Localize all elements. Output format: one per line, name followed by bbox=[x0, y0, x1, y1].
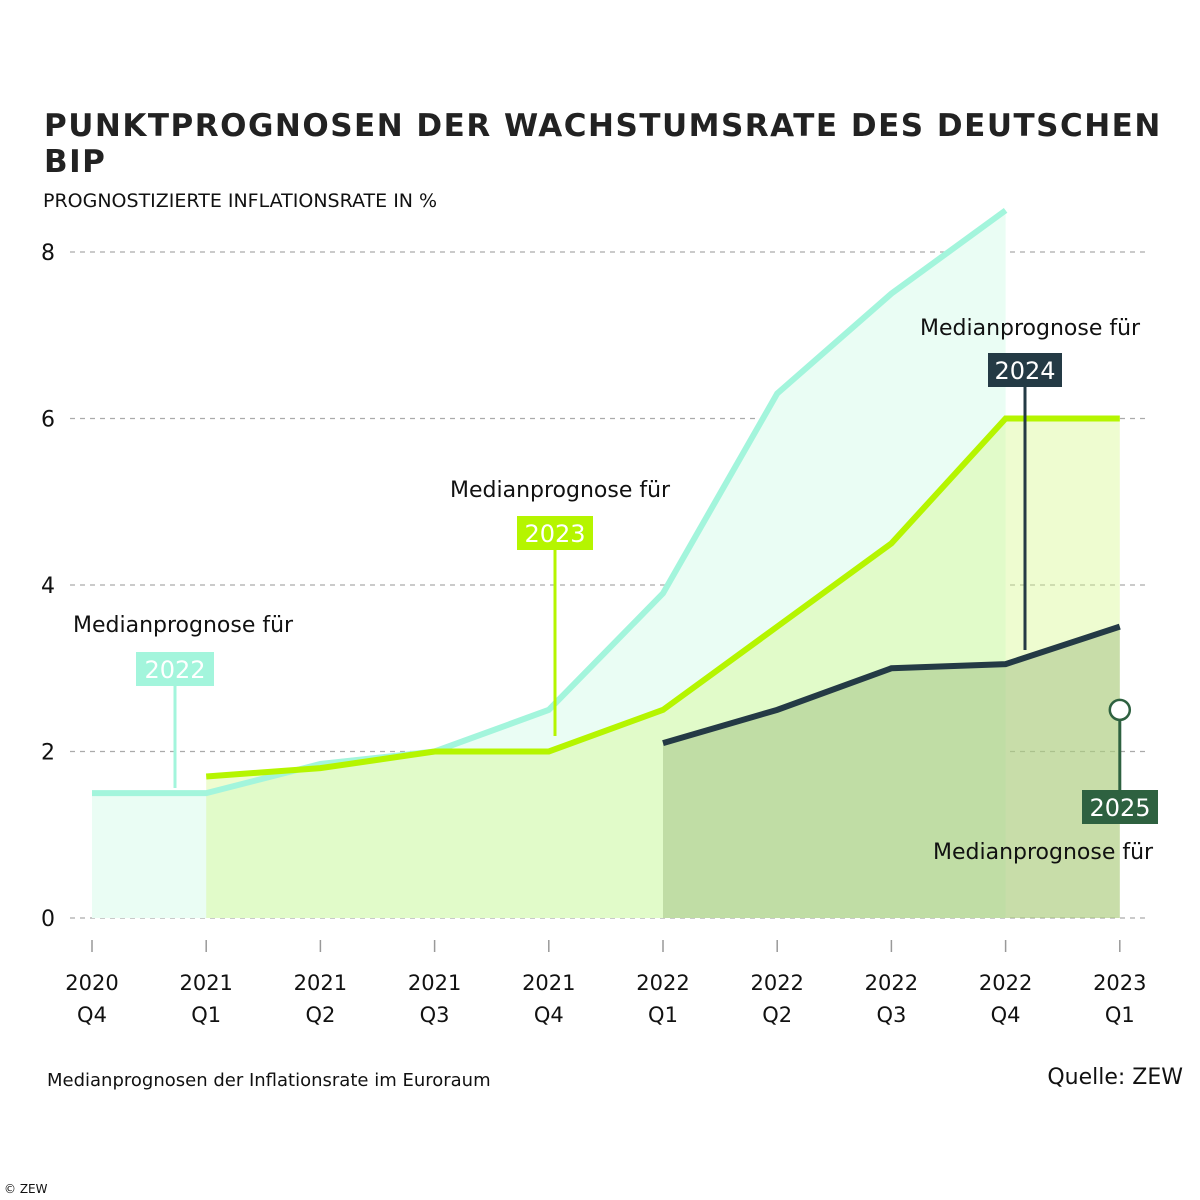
callout-year-2023: 2023 bbox=[524, 520, 585, 548]
x-tick-label: Q1 bbox=[648, 1003, 678, 1027]
x-tick-label: Q4 bbox=[991, 1003, 1021, 1027]
x-tick-label: Q2 bbox=[762, 1003, 792, 1027]
chart-note: Medianprognosen der Inflationsrate im Eu… bbox=[47, 1070, 491, 1091]
x-tick-label: 2021 bbox=[294, 971, 347, 995]
x-tick-label: Q3 bbox=[876, 1003, 906, 1027]
x-tick-label: Q1 bbox=[1105, 1003, 1135, 1027]
y-tick-label: 4 bbox=[41, 574, 55, 599]
x-tick-label: 2021 bbox=[522, 971, 575, 995]
x-tick-label: 2022 bbox=[636, 971, 689, 995]
x-tick-label: 2022 bbox=[750, 971, 803, 995]
callout-year-2022: 2022 bbox=[144, 656, 205, 684]
y-tick-label: 2 bbox=[41, 741, 55, 766]
callout-label-2025: Medianprognose für bbox=[933, 840, 1154, 865]
callout-year-2025: 2025 bbox=[1089, 794, 1150, 822]
x-tick-label: Q2 bbox=[305, 1003, 335, 1027]
x-tick-label: 2021 bbox=[408, 971, 461, 995]
y-tick-label: 8 bbox=[41, 241, 55, 266]
data-point-2025 bbox=[1108, 698, 1132, 722]
copyright: © ZEW bbox=[4, 1182, 48, 1196]
x-tick-label: 2021 bbox=[179, 971, 232, 995]
callout-label-2024: Medianprognose für bbox=[920, 316, 1141, 341]
callout-label-2022: Medianprognose für bbox=[73, 613, 294, 638]
x-tick-label: Q4 bbox=[534, 1003, 564, 1027]
callout-badge-2025 bbox=[1082, 790, 1158, 824]
x-tick-label: Q3 bbox=[420, 1003, 450, 1027]
area-2024 bbox=[663, 626, 1120, 918]
callout-year-2024: 2024 bbox=[994, 357, 1055, 385]
y-axis-label: PROGNOSTIZIERTE INFLATIONSRATE IN % bbox=[43, 190, 438, 212]
x-tick-label: 2020 bbox=[65, 971, 118, 995]
callout-badge-2024 bbox=[988, 353, 1062, 387]
x-tick-label: Q4 bbox=[77, 1003, 107, 1027]
y-tick-label: 6 bbox=[41, 408, 55, 433]
x-tick-label: 2022 bbox=[865, 971, 918, 995]
area-2022 bbox=[92, 210, 1006, 918]
callout-badge-2022 bbox=[136, 652, 214, 686]
y-tick-label: 0 bbox=[41, 907, 55, 932]
callout-label-2023: Medianprognose für bbox=[450, 478, 671, 503]
callout-badge-2023 bbox=[517, 516, 593, 550]
source: Quelle: ZEW bbox=[1047, 1065, 1183, 1090]
x-tick-label: 2023 bbox=[1093, 971, 1146, 995]
x-tick-label: Q1 bbox=[191, 1003, 221, 1027]
x-tick-label: 2022 bbox=[979, 971, 1032, 995]
chart-title: PUNKTPROGNOSEN DER WACHSTUMSRATE DES DEU… bbox=[44, 108, 1162, 180]
